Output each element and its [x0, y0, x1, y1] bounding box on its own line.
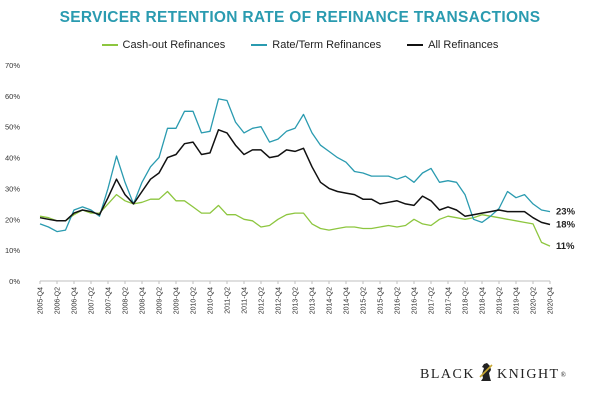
- x-tick-label: 2020-Q2: [531, 287, 538, 314]
- x-tick-label: 2019-Q4: [514, 287, 521, 314]
- x-tick-label: 2015-Q2: [361, 287, 368, 314]
- series-end-label-cash-out-refinances: 11%: [556, 241, 575, 252]
- x-tick-label: 2009-Q2: [157, 287, 164, 314]
- x-tick-label: 2016-Q2: [395, 287, 402, 314]
- x-tick-label: 2010-Q4: [208, 287, 215, 314]
- legend-label-all: All Refinances: [428, 39, 499, 51]
- series-line-cash-out-refinances: [39, 190, 551, 247]
- x-tick-label: 2013-Q2: [293, 287, 300, 314]
- y-tick-label: 70%: [5, 61, 20, 70]
- series-line-rate-term-refinances: [39, 98, 551, 233]
- x-tick-label: 2020-Q4: [548, 287, 555, 314]
- x-tick-label: 2012-Q4: [276, 287, 283, 314]
- series-line-all-refinances: [39, 129, 551, 226]
- legend-swatch-rate-term: [251, 44, 268, 46]
- y-tick-label: 20%: [5, 215, 20, 224]
- knight-icon: [478, 362, 494, 387]
- x-tick-label: 2006-Q4: [72, 287, 79, 314]
- x-tick-label: 2006-Q2: [55, 287, 62, 314]
- series-end-label-rate-term-refinances: 23%: [556, 207, 576, 218]
- x-tick-label: 2011-Q2: [225, 287, 232, 314]
- x-tick-label: 2008-Q2: [123, 287, 130, 314]
- y-tick-label: 40%: [5, 154, 20, 163]
- legend: Cash-out Refinances Rate/Term Refinances…: [0, 39, 600, 51]
- x-tick-label: 2009-Q4: [174, 287, 181, 314]
- legend-item-all: All Refinances: [407, 39, 498, 51]
- x-tick-label: 2017-Q2: [429, 287, 436, 314]
- y-tick-label: 60%: [5, 92, 20, 101]
- y-tick-label: 50%: [5, 123, 20, 132]
- x-tick-label: 2016-Q4: [412, 287, 419, 314]
- y-tick-label: 10%: [5, 246, 20, 255]
- x-tick-label: 2007-Q2: [89, 287, 96, 314]
- x-tick-label: 2012-Q2: [259, 287, 266, 314]
- x-tick-label: 2008-Q4: [140, 287, 147, 314]
- chart-title: SERVICER RETENTION RATE OF REFINANCE TRA…: [59, 9, 541, 26]
- x-tick-label: 2014-Q2: [327, 287, 334, 314]
- x-tick-label: 2018-Q4: [480, 287, 487, 314]
- x-tick-label: 2014-Q4: [344, 287, 351, 314]
- legend-swatch-cash-out: [101, 44, 118, 46]
- y-tick-label: 30%: [5, 184, 20, 193]
- x-tick-label: 2013-Q4: [310, 287, 317, 314]
- x-tick-label: 2011-Q4: [242, 287, 249, 314]
- x-tick-label: 2018-Q2: [463, 287, 470, 314]
- legend-label-cash-out: Cash-out Refinances: [122, 39, 226, 51]
- brand-name-left: BLACK: [420, 366, 475, 382]
- brand-name-right: KNIGHT: [496, 366, 560, 382]
- legend-swatch-all: [407, 44, 424, 46]
- legend-item-rate-term: Rate/Term Refinances: [251, 39, 381, 51]
- x-tick-label: 2017-Q4: [446, 287, 453, 314]
- legend-label-rate-term: Rate/Term Refinances: [272, 39, 382, 51]
- x-tick-label: 2010-Q2: [191, 287, 198, 314]
- legend-item-cash-out: Cash-out Refinances: [101, 39, 226, 51]
- x-tick-label: 2019-Q2: [497, 287, 504, 314]
- y-tick-label: 0%: [9, 277, 20, 286]
- x-tick-label: 2007-Q4: [106, 287, 113, 314]
- brand-registered-mark: ®: [560, 370, 568, 379]
- series-end-label-all-refinances: 18%: [556, 220, 576, 231]
- brand-logo: BLACK KNIGHT ®: [420, 362, 567, 387]
- x-tick-label: 2015-Q4: [378, 287, 385, 314]
- x-tick-label: 2005-Q4: [38, 287, 45, 314]
